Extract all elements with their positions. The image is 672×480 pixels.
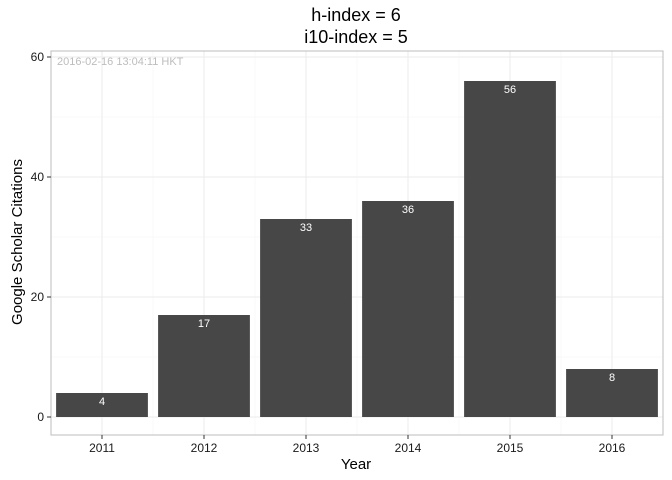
bar-2015	[464, 81, 556, 417]
chart-title-line-2: i10-index = 5	[304, 27, 408, 47]
bar-label-2013: 33	[300, 222, 312, 234]
y-tick-label: 60	[31, 50, 45, 64]
bar-label-2015: 56	[504, 84, 516, 96]
x-tick-label: 2012	[191, 441, 218, 455]
y-axis-title: Google Scholar Citations	[9, 159, 26, 325]
bar-2012	[158, 315, 250, 417]
bar-2014	[362, 201, 454, 417]
bar-label-2016: 8	[609, 372, 615, 384]
bar-2016	[566, 369, 658, 417]
y-tick-label: 40	[31, 170, 45, 184]
panel-border	[50, 50, 664, 436]
x-tick-label: 2013	[293, 441, 320, 455]
x-axis-ticks: 2011 2012 2013 2014 2015 2016	[89, 435, 626, 455]
y-tick-label: 0	[37, 410, 44, 424]
bar-2013	[260, 219, 352, 417]
x-tick-label: 2011	[89, 441, 115, 455]
y-tick-label: 20	[31, 290, 45, 304]
x-tick-label: 2016	[599, 441, 626, 455]
x-axis-title: Year	[341, 456, 371, 473]
bar-label-2014: 36	[402, 204, 414, 216]
x-tick-label: 2015	[497, 441, 524, 455]
timestamp-annotation: 2016-02-16 13:04:11 HKT	[57, 56, 184, 68]
bar-2011	[56, 393, 148, 417]
bar-label-2011: 4	[99, 396, 105, 408]
chart-title-line-1: h-index = 6	[311, 5, 401, 25]
bars	[56, 81, 658, 417]
bar-value-labels: 4 17 33 36 56 8	[99, 84, 615, 408]
x-tick-label: 2014	[395, 441, 422, 455]
y-axis-ticks: 0 20 40 60	[31, 50, 51, 424]
bar-label-2012: 17	[198, 318, 210, 330]
